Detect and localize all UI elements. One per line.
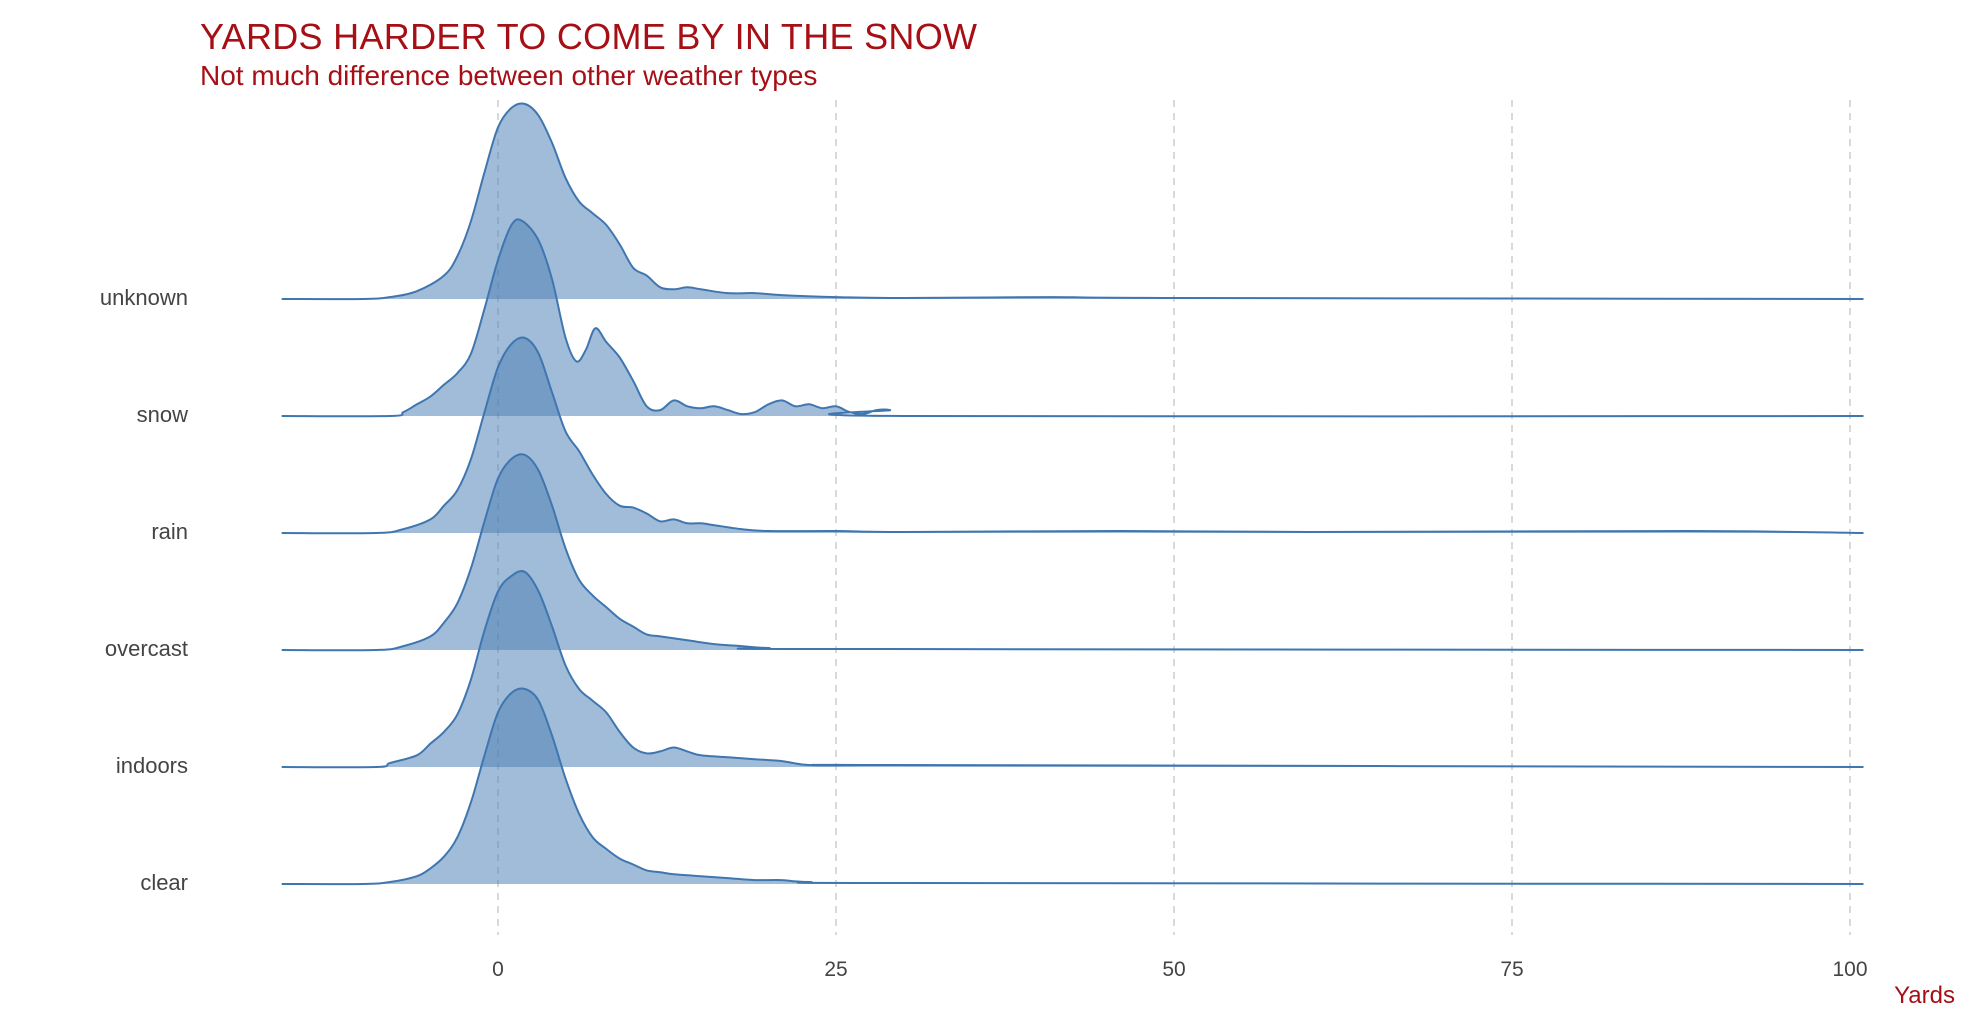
x-tick-25: 25 [824, 958, 848, 981]
ridge-area-snow [281, 219, 1864, 417]
y-label-indoors: indoors [115, 753, 188, 778]
ridge-area-overcast [281, 454, 1864, 651]
ridge-overcast [281, 453, 1864, 652]
ridges [281, 102, 1864, 886]
ridge-area-clear [281, 688, 1864, 885]
grid-lines [497, 100, 1851, 935]
ridge-area-rain [281, 337, 1864, 534]
ridge-rain [281, 336, 1864, 535]
x-tick-75: 75 [1500, 958, 1524, 981]
y-label-rain: rain [151, 519, 188, 544]
x-tick-100: 100 [1832, 958, 1868, 981]
chart-subtitle: Not much difference between other weathe… [200, 60, 818, 91]
ridge-unknown [281, 102, 1864, 301]
x-axis-label: Yards [1894, 982, 1955, 1009]
y-label-snow: snow [136, 402, 188, 427]
x-tick-50: 50 [1162, 958, 1186, 981]
ridge-clear [281, 687, 1864, 886]
x-tick-0: 0 [492, 958, 504, 981]
chart-title: YARDS HARDER TO COME BY IN THE SNOW [200, 16, 978, 57]
ridge-indoors [281, 570, 1864, 769]
ridge-line-rain [281, 336, 1864, 535]
y-label-overcast: overcast [104, 636, 188, 661]
y-label-clear: clear [140, 870, 188, 895]
ridge-line-clear [281, 687, 1864, 886]
ridge-area-indoors [281, 571, 1864, 768]
ridge-line-unknown [281, 102, 1864, 301]
ridge-line-overcast [281, 453, 1864, 652]
y-label-unknown: unknown [99, 285, 188, 310]
ridge-line-snow [281, 218, 1864, 418]
ridge-snow [281, 218, 1864, 418]
ridge-line-indoors [281, 570, 1864, 769]
